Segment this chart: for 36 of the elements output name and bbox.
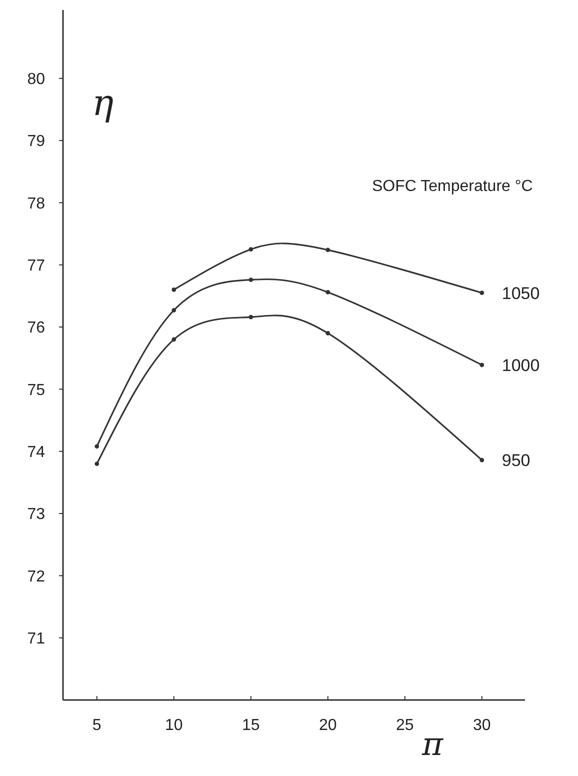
x-axis-title: π (421, 725, 444, 763)
y-tick-label: 79 (27, 133, 46, 150)
point (326, 248, 330, 252)
x-tick-label: 15 (242, 717, 260, 734)
point (172, 288, 176, 292)
point (480, 362, 484, 368)
point (326, 290, 330, 294)
y-axis-title: η (92, 83, 114, 124)
legend-title: SOFC Temperature °C (372, 178, 533, 195)
x-tick-label: 30 (472, 717, 491, 734)
point (248, 314, 254, 320)
y-tick-label: 80 (27, 70, 46, 88)
point (480, 290, 484, 296)
point (94, 462, 100, 466)
y-tick-label: 74 (27, 444, 46, 461)
series-label: 950 (502, 451, 530, 470)
y-tick-label: 73 (27, 506, 46, 524)
point (248, 278, 254, 282)
x-tick-label: 20 (318, 717, 337, 734)
point (326, 331, 330, 336)
x-tick-label: 5 (92, 717, 102, 734)
y-tick-label: 72 (27, 568, 46, 586)
y-tick-label: 71 (27, 630, 46, 648)
point (480, 458, 484, 462)
series-label: 1000 (502, 356, 540, 375)
x-tick-label: 10 (164, 717, 183, 734)
y-tick-label: 78 (27, 195, 46, 212)
series-label: 1050 (502, 284, 540, 303)
x-tick-label: 25 (396, 717, 414, 734)
y-tick-label: 77 (27, 257, 46, 274)
point (94, 444, 100, 449)
point (248, 247, 254, 252)
point (172, 337, 176, 342)
y-tick-label: 75 (27, 382, 46, 399)
y-tick-label: 76 (27, 320, 46, 337)
point (172, 308, 176, 312)
